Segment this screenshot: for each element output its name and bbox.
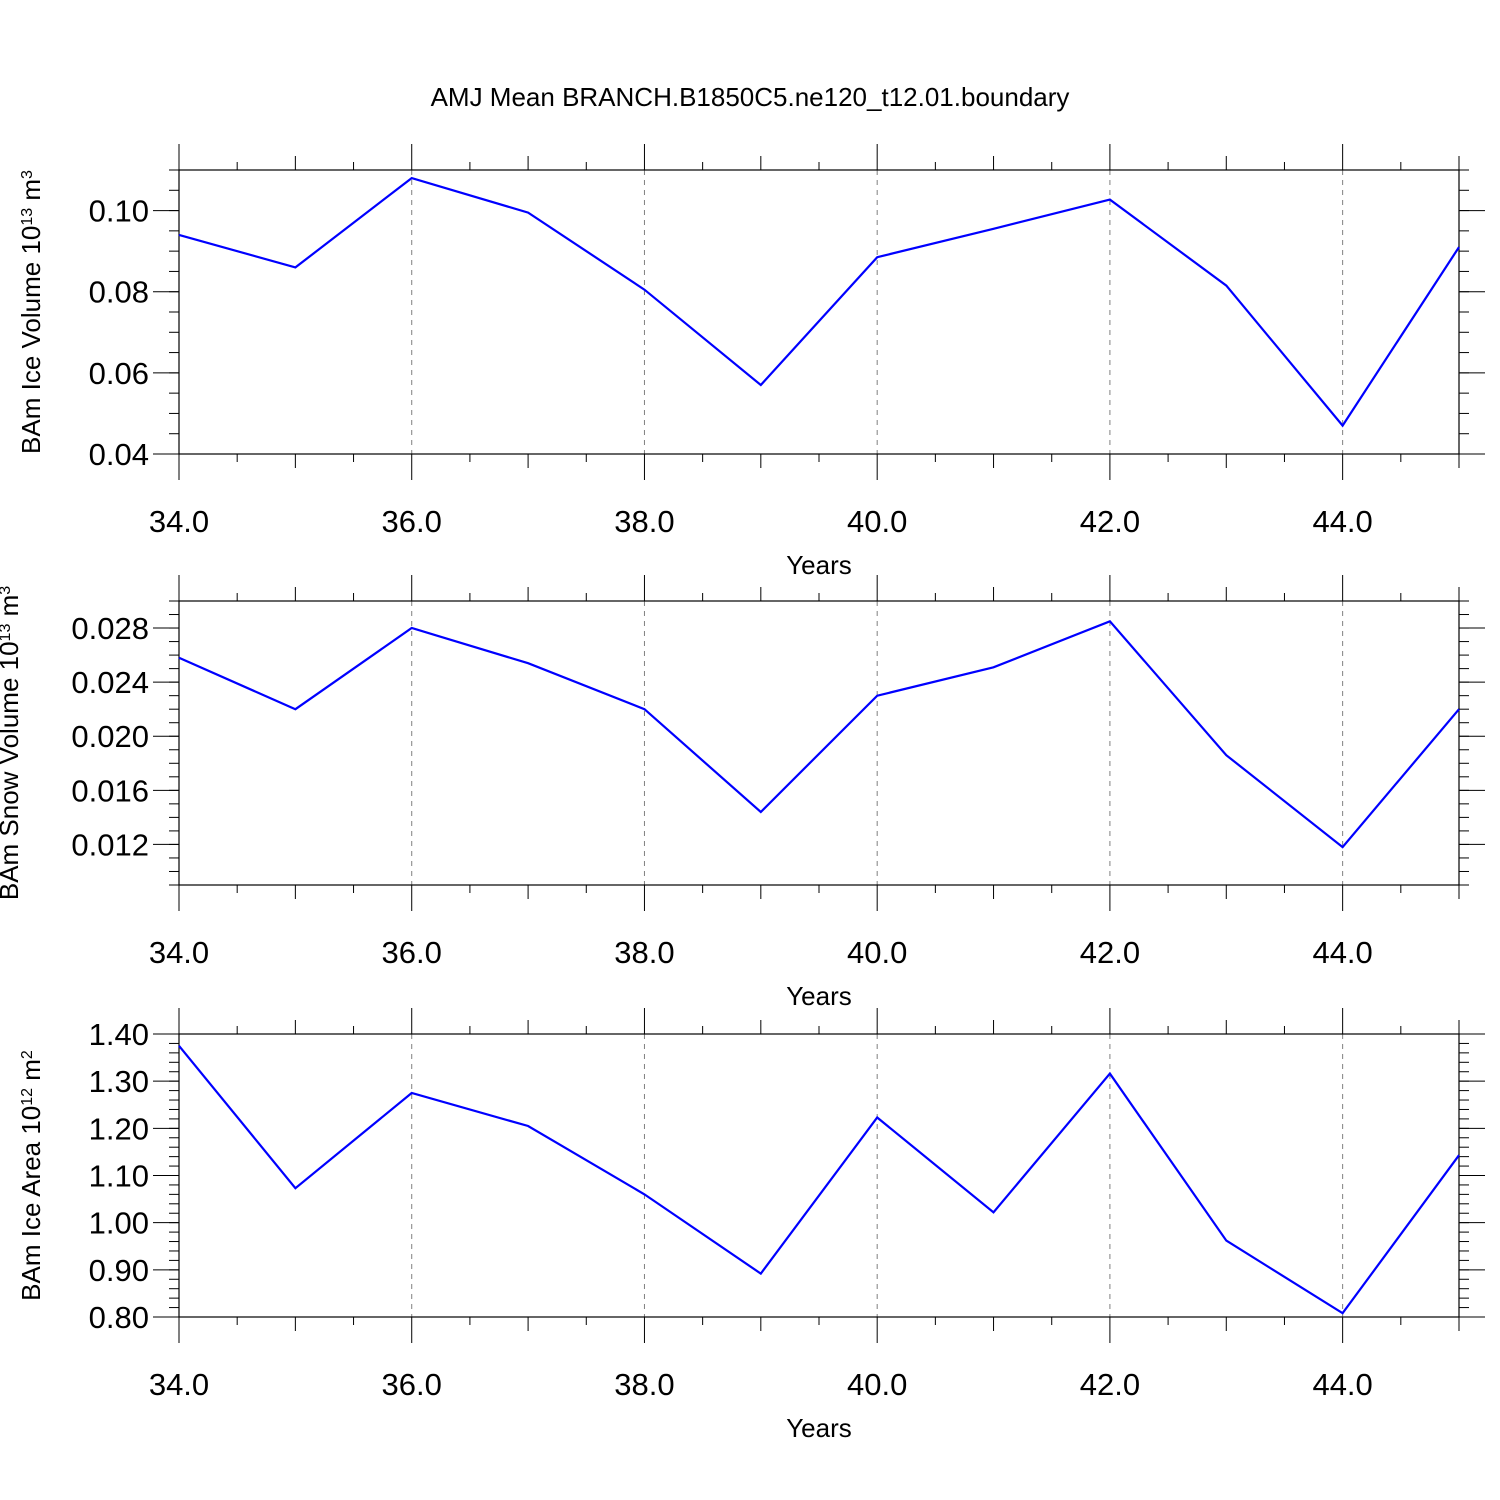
y-axis-label: BAm Ice Area 1012 m2 bbox=[16, 1050, 46, 1301]
x-tick-label: 36.0 bbox=[382, 935, 442, 970]
x-tick-label: 34.0 bbox=[149, 1367, 209, 1402]
y-tick-label: 0.024 bbox=[71, 665, 149, 700]
chart-panels: 34.0 36.0 38.0 40.0 42.0 44.0 Years 0.04 0.06 0.0… bbox=[0, 144, 1485, 1443]
y-tick-label: 0.04 bbox=[89, 437, 149, 472]
y-tick-label: 1.20 bbox=[89, 1111, 149, 1146]
y-tick-label: 0.08 bbox=[89, 275, 149, 310]
plot-frame bbox=[178, 169, 1460, 455]
y-tick-label: 0.012 bbox=[71, 827, 149, 862]
x-tick-label: 38.0 bbox=[614, 1367, 674, 1402]
x-axis-label: Years bbox=[786, 981, 852, 1011]
x-axis-label: Years bbox=[786, 1413, 852, 1443]
y-tick-label: 0.028 bbox=[71, 611, 149, 646]
x-tick-label: 34.0 bbox=[149, 504, 209, 539]
y-axis-label: BAm Snow Volume 1013 m3 bbox=[0, 586, 24, 900]
x-tick-label: 44.0 bbox=[1312, 935, 1372, 970]
y-tick-label: 1.30 bbox=[89, 1064, 149, 1099]
y-tick-label: 0.80 bbox=[89, 1300, 149, 1335]
x-tick-label: 40.0 bbox=[847, 1367, 907, 1402]
panel-3: 34.0 36.0 38.0 40.0 42.0 44.0 Years 0.80 0.90 1.0… bbox=[16, 1008, 1485, 1443]
x-tick-label: 42.0 bbox=[1080, 504, 1140, 539]
chart-title: AMJ Mean BRANCH.B1850C5.ne120_t12.01.bou… bbox=[431, 82, 1070, 112]
x-tick-label: 42.0 bbox=[1080, 1367, 1140, 1402]
plot-frame bbox=[178, 1033, 1460, 1318]
x-tick-label: 36.0 bbox=[382, 504, 442, 539]
series-line bbox=[178, 619, 1460, 849]
x-tick-label: 40.0 bbox=[847, 504, 907, 539]
panel-1: 34.0 36.0 38.0 40.0 42.0 44.0 Years 0.04 0.06 0.0… bbox=[16, 144, 1485, 580]
y-tick-label: 0.06 bbox=[89, 356, 149, 391]
y-tick-label: 1.00 bbox=[89, 1206, 149, 1241]
y-axis-label: BAm Ice Volume 1013 m3 bbox=[16, 170, 46, 454]
x-axis-label: Years bbox=[786, 550, 852, 580]
x-tick-label: 42.0 bbox=[1080, 935, 1140, 970]
series-line bbox=[178, 176, 1460, 428]
x-tick-label: 38.0 bbox=[614, 935, 674, 970]
y-tick-label: 1.10 bbox=[89, 1159, 149, 1194]
y-tick-label: 0.016 bbox=[71, 773, 149, 808]
plot-frame bbox=[178, 600, 1460, 886]
y-tick-label: 1.40 bbox=[89, 1017, 149, 1052]
x-tick-label: 44.0 bbox=[1312, 504, 1372, 539]
x-tick-label: 38.0 bbox=[614, 504, 674, 539]
series-line bbox=[178, 1045, 1460, 1315]
panel-2: 34.0 36.0 38.0 40.0 42.0 44.0 Years 0.012 0.016 0… bbox=[0, 575, 1485, 1011]
x-tick-label: 44.0 bbox=[1312, 1367, 1372, 1402]
x-tick-label: 40.0 bbox=[847, 935, 907, 970]
y-tick-label: 0.10 bbox=[89, 194, 149, 229]
y-tick-label: 0.90 bbox=[89, 1253, 149, 1288]
x-tick-label: 34.0 bbox=[149, 935, 209, 970]
y-tick-label: 0.020 bbox=[71, 719, 149, 754]
x-tick-label: 36.0 bbox=[382, 1367, 442, 1402]
